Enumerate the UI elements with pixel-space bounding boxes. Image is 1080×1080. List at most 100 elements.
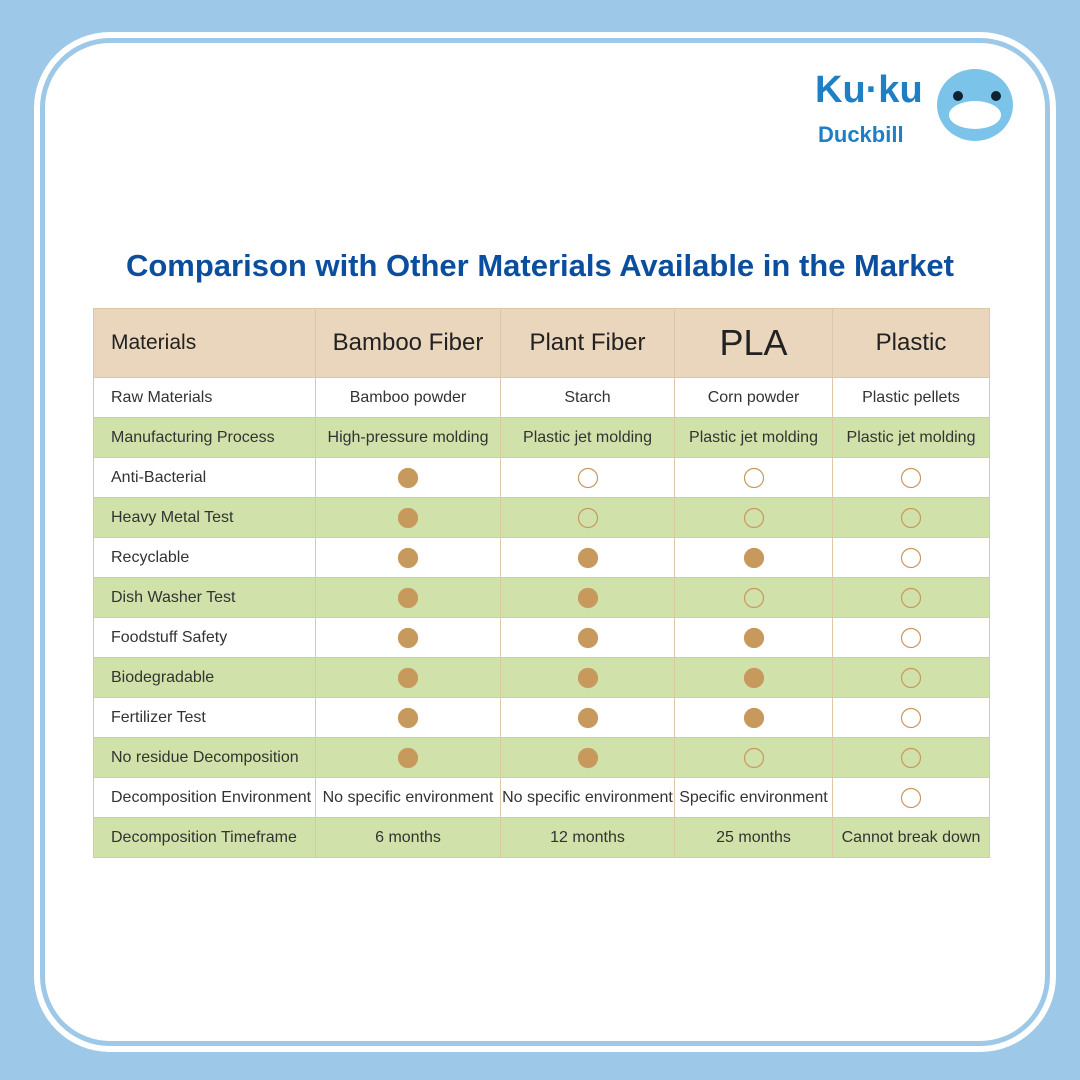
cell (674, 657, 833, 698)
empty-circle (900, 667, 922, 688)
filled-circle (577, 547, 598, 568)
filled-circle (397, 627, 419, 648)
row-label: Biodegradable (93, 657, 316, 698)
indicator (743, 627, 764, 648)
filled-circle (577, 707, 598, 728)
cell (500, 457, 675, 498)
filled-circle (577, 667, 598, 688)
comparison-table: Materials Bamboo Fiber Plant Fiber PLA Plast… (93, 308, 990, 858)
filled-circle (397, 547, 419, 568)
cell (500, 537, 675, 578)
cell (500, 497, 675, 538)
indicator (900, 787, 922, 808)
filled-circle (743, 547, 764, 568)
indicator (900, 587, 922, 608)
logo-bill (949, 101, 1001, 129)
row-label: Fertilizer Test (93, 697, 316, 738)
filled-circle (397, 507, 419, 528)
cell (674, 697, 833, 738)
cell: High-pressure molding (315, 417, 501, 458)
cell: Corn powder (674, 377, 833, 418)
logo-eye (953, 91, 963, 101)
logo-sub: Duckbill (818, 122, 904, 147)
filled-circle (397, 747, 419, 768)
filled-circle (743, 707, 764, 728)
cell (500, 657, 675, 698)
row-label: Decomposition Timeframe (93, 817, 316, 858)
empty-circle (900, 747, 922, 768)
table-row: Manufacturing Process High-pressure moldi… (93, 417, 990, 458)
header-cell: Bamboo Fiber (315, 308, 501, 378)
cell (674, 617, 833, 658)
table-row: Decomposition Timeframe 6 months 12 months… (93, 817, 990, 858)
cell (832, 657, 990, 698)
logo: Ku·ku Duckbill (815, 69, 1013, 147)
cell (500, 737, 675, 778)
empty-circle (743, 587, 764, 608)
table-row: Dish Washer Test (93, 577, 990, 618)
cell: No specific environment (500, 777, 675, 818)
logo-eye (991, 91, 1001, 101)
empty-circle (577, 507, 598, 528)
row-label: Raw Materials (93, 377, 316, 418)
cell (674, 537, 833, 578)
filled-circle (397, 587, 419, 608)
filled-circle (743, 627, 764, 648)
cell: Specific environment (674, 777, 833, 818)
title: Comparison with Other Materials Availabl… (125, 248, 954, 283)
cell: Plastic pellets (832, 377, 990, 418)
indicator (577, 707, 598, 728)
header-cell: Materials (93, 308, 316, 378)
indicator (743, 507, 764, 528)
cell: 6 months (315, 817, 501, 858)
cell (315, 697, 501, 738)
logo-brand: Ku·ku (815, 69, 923, 111)
empty-circle (900, 467, 922, 488)
cell (832, 617, 990, 658)
filled-circle (397, 467, 419, 488)
header-cell: PLA (674, 308, 833, 378)
indicator (577, 627, 598, 648)
cell: Plastic jet molding (832, 417, 990, 458)
filled-circle (577, 587, 598, 608)
table-row: Heavy Metal Test (93, 497, 990, 538)
header-cell: Plastic (832, 308, 990, 378)
cell (674, 457, 833, 498)
indicator (900, 707, 922, 728)
empty-circle (900, 547, 922, 568)
cell (315, 577, 501, 618)
empty-circle (900, 707, 922, 728)
cell (674, 737, 833, 778)
filled-circle (577, 747, 598, 768)
indicator (397, 627, 419, 648)
cell (315, 737, 501, 778)
indicator (577, 587, 598, 608)
indicator (743, 707, 764, 728)
cell (315, 617, 501, 658)
indicator (743, 667, 764, 688)
indicator (397, 587, 419, 608)
cell: Starch (500, 377, 675, 418)
table-row: No residue Decomposition (93, 737, 990, 778)
table-row: Anti-Bacterial (93, 457, 990, 498)
table-row: Biodegradable (93, 657, 990, 698)
cell: Cannot break down (832, 817, 990, 858)
indicator (900, 747, 922, 768)
empty-circle (743, 507, 764, 528)
cell (500, 697, 675, 738)
table-row: Decomposition Environment No specific env… (93, 777, 990, 818)
cell (832, 777, 990, 818)
indicator (900, 627, 922, 648)
indicator (397, 507, 419, 528)
indicator (900, 467, 922, 488)
empty-circle (900, 787, 922, 808)
empty-circle (900, 507, 922, 528)
filled-circle (397, 667, 419, 688)
indicator (577, 467, 598, 488)
indicator (577, 747, 598, 768)
cell (832, 577, 990, 618)
cell (832, 737, 990, 778)
table-row: Foodstuff Safety (93, 617, 990, 658)
header-row: Materials Bamboo Fiber Plant Fiber PLA Plast… (93, 308, 990, 378)
indicator (577, 507, 598, 528)
